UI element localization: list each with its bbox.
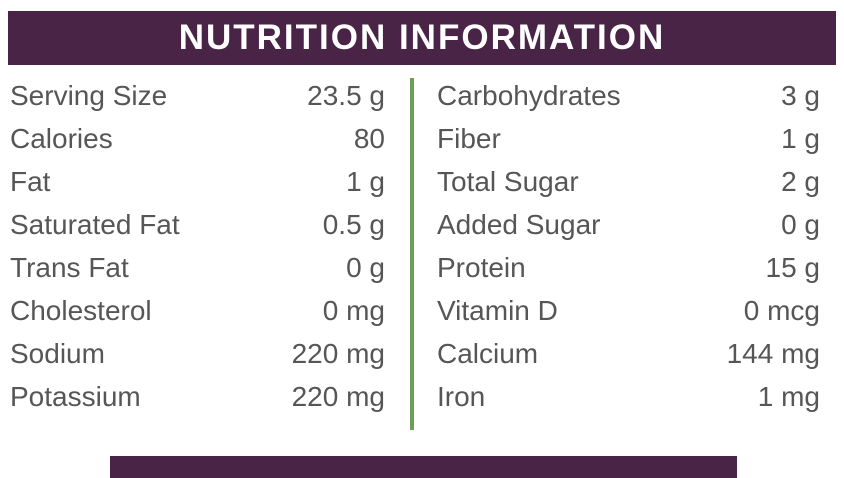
nutrient-row: Calories 80 <box>10 117 385 160</box>
nutrient-label: Vitamin D <box>437 294 558 326</box>
nutrient-row: Trans Fat 0 g <box>10 246 385 289</box>
nutrient-label: Protein <box>437 251 526 283</box>
nutrient-row: Carbohydrates 3 g <box>437 74 820 117</box>
nutrient-value: 0 g <box>781 208 820 240</box>
nutrient-value: 3 g <box>781 79 820 111</box>
header-bar: NUTRITION INFORMATION <box>8 11 836 65</box>
nutrient-label: Potassium <box>10 380 141 412</box>
nutrient-value: 80 <box>353 122 385 154</box>
nutrient-row: Iron 1 mg <box>437 375 820 418</box>
nutrient-row: Serving Size 23.5 g <box>10 74 385 117</box>
nutrient-value: 1 g <box>781 122 820 154</box>
page-title: NUTRITION INFORMATION <box>178 18 666 57</box>
nutrient-row: Potassium 220 mg <box>10 375 385 418</box>
nutrient-value: 144 mg <box>726 337 820 369</box>
nutrient-value: 2 g <box>781 165 820 197</box>
nutrient-label: Calories <box>10 122 113 154</box>
nutrient-value: 0 mcg <box>743 294 820 326</box>
nutrient-row: Protein 15 g <box>437 246 820 289</box>
nutrient-row: Vitamin D 0 mcg <box>437 289 820 332</box>
nutrient-row: Fiber 1 g <box>437 117 820 160</box>
nutrient-label: Cholesterol <box>10 294 152 326</box>
footer-bar <box>110 456 737 478</box>
left-column: Serving Size 23.5 g Calories 80 Fat 1 g Satura… <box>10 74 385 418</box>
nutrient-label: Total Sugar <box>437 165 579 197</box>
nutrient-row: Cholesterol 0 mg <box>10 289 385 332</box>
nutrient-label: Fat <box>10 165 51 197</box>
nutrient-label: Sodium <box>10 337 105 369</box>
nutrient-label: Saturated Fat <box>10 208 180 240</box>
nutrient-value: 1 mg <box>757 380 820 412</box>
nutrient-value: 15 g <box>765 251 821 283</box>
nutrient-row: Total Sugar 2 g <box>437 160 820 203</box>
nutrient-row: Sodium 220 mg <box>10 332 385 375</box>
nutrient-label: Fiber <box>437 122 501 154</box>
nutrient-value: 0 g <box>346 251 385 283</box>
nutrient-label: Calcium <box>437 337 539 369</box>
nutrient-row: Saturated Fat 0.5 g <box>10 203 385 246</box>
nutrient-row: Added Sugar 0 g <box>437 203 820 246</box>
right-column: Carbohydrates 3 g Fiber 1 g Total Sugar 2 g Ad… <box>437 74 820 418</box>
nutrient-label: Serving Size <box>10 79 168 111</box>
column-divider <box>410 78 414 430</box>
nutrient-row: Calcium 144 mg <box>437 332 820 375</box>
nutrient-value: 220 mg <box>291 380 385 412</box>
nutrient-value: 0.5 g <box>322 208 385 240</box>
nutrient-value: 220 mg <box>291 337 385 369</box>
nutrient-label: Added Sugar <box>437 208 601 240</box>
nutrient-row: Fat 1 g <box>10 160 385 203</box>
nutrient-value: 0 mg <box>322 294 385 326</box>
nutrient-value: 23.5 g <box>307 79 385 111</box>
nutrient-value: 1 g <box>346 165 385 197</box>
nutrient-label: Carbohydrates <box>437 79 621 111</box>
nutrient-label: Iron <box>437 380 486 412</box>
nutrient-label: Trans Fat <box>10 251 129 283</box>
